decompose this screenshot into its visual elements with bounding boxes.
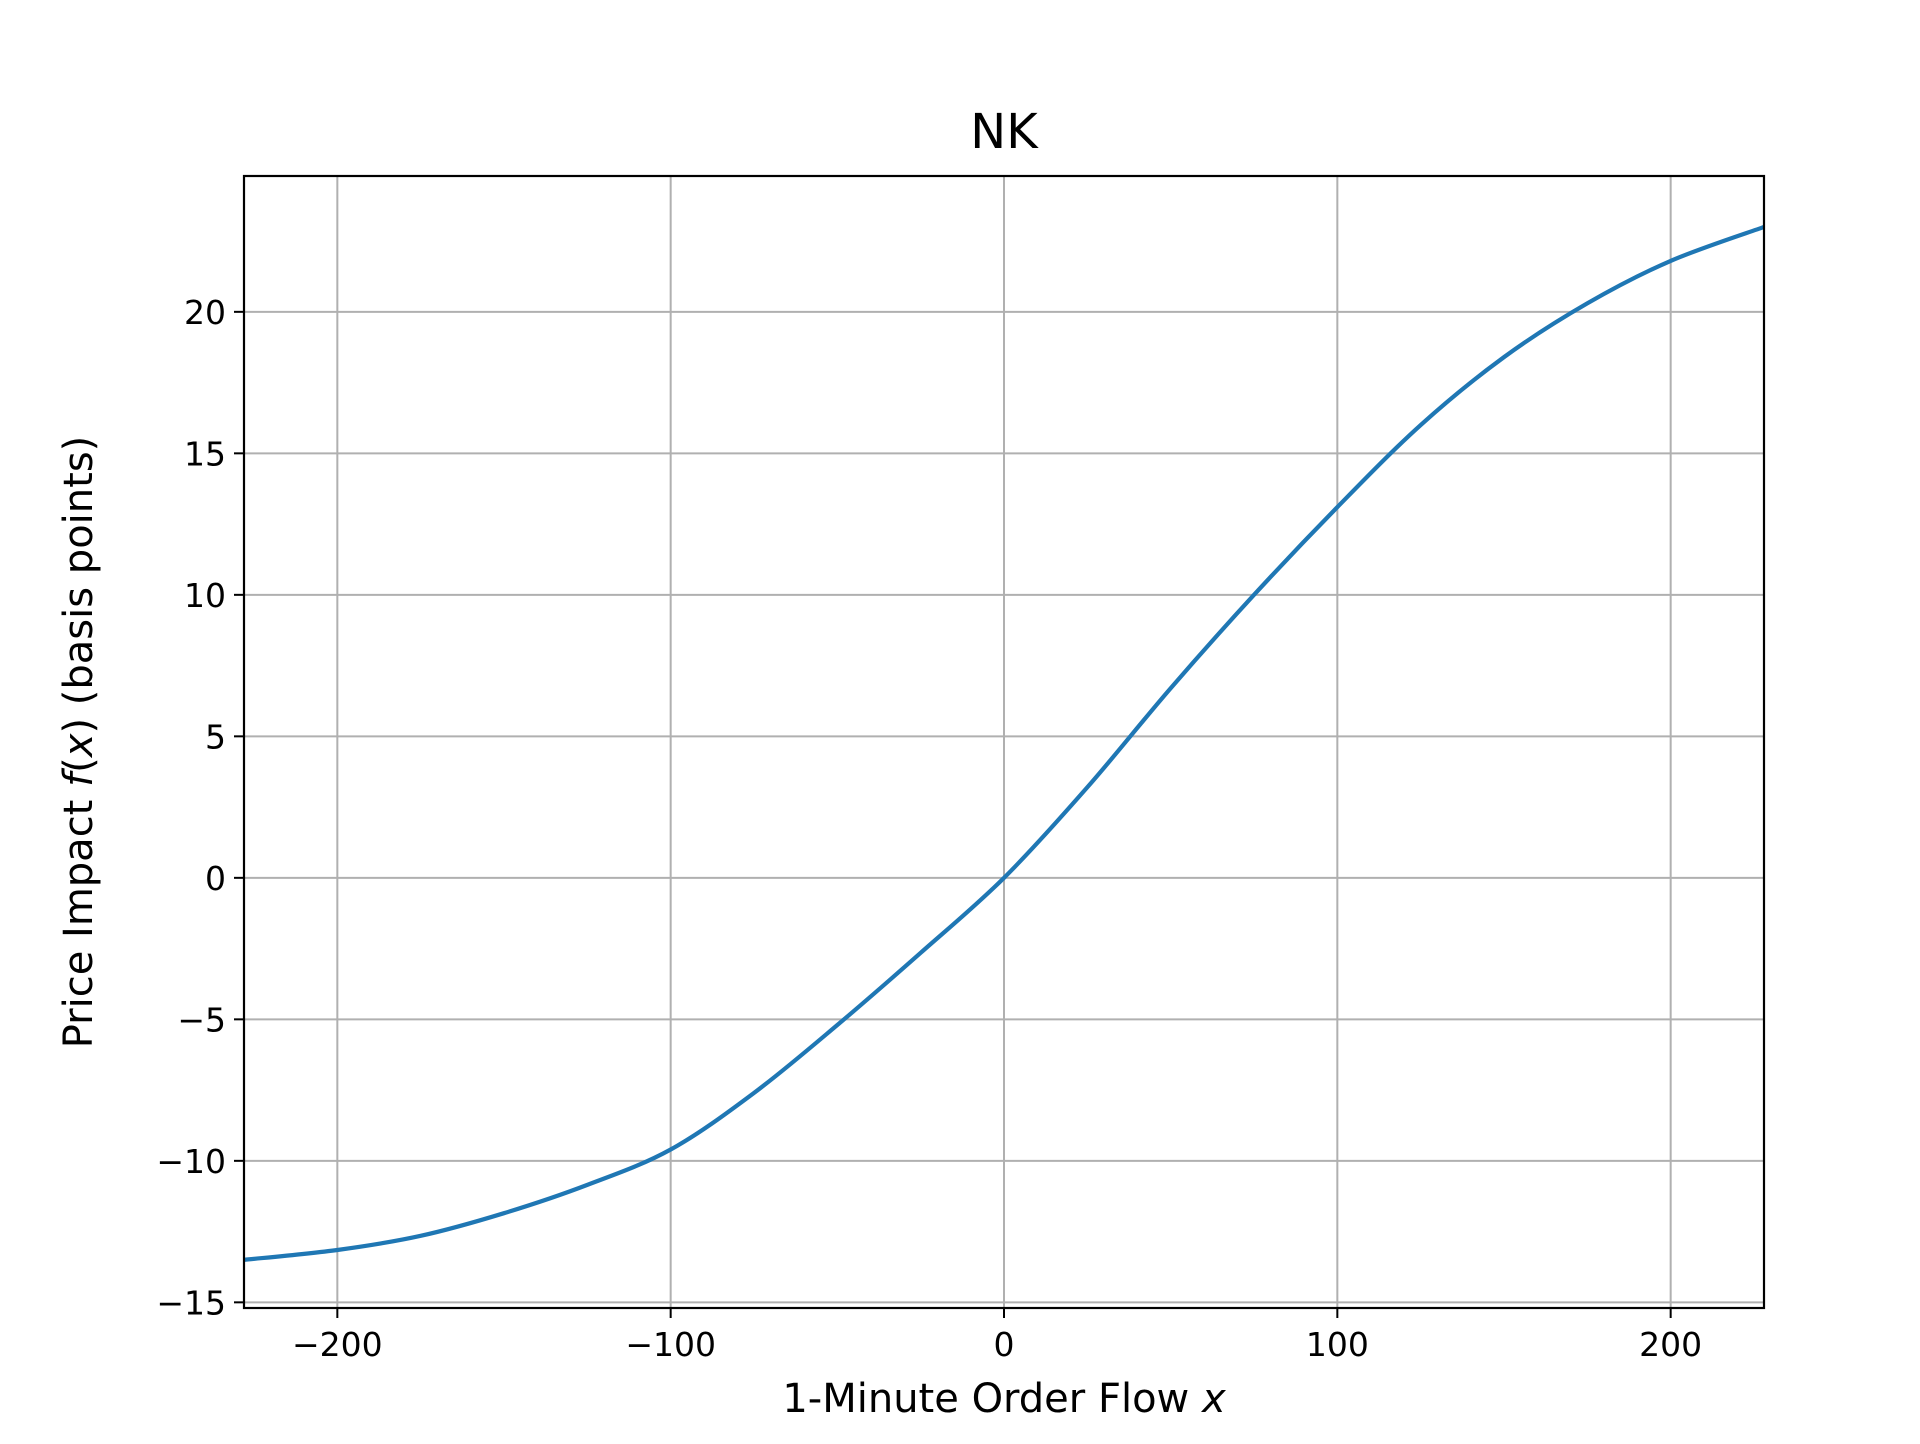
y-tick-label: 10: [184, 576, 226, 615]
x-axis-label: 1-Minute Order Flow x: [782, 1376, 1226, 1422]
x-axis-label-variable: x: [1200, 1376, 1226, 1422]
x-tick-label: −200: [292, 1325, 383, 1364]
x-axis-label-text: 1-Minute Order Flow: [782, 1376, 1202, 1422]
y-axis-label: Price Impact f(x) (basis points): [56, 436, 102, 1049]
y-tick-label: −15: [156, 1283, 226, 1322]
y-axis-label-suffix: ) (basis points): [56, 436, 102, 734]
series-line: [243, 224, 1765, 1262]
chart-title: NK: [970, 104, 1039, 160]
y-axis-label-variable: x: [56, 733, 102, 759]
y-tick-label: 20: [184, 293, 226, 332]
ticks-layer: −200 −100 0 100 200 −15 −10 −5 0 5 10 15 20: [156, 293, 1702, 1364]
y-tick-label: −5: [177, 1000, 226, 1039]
y-tick-label: 0: [205, 859, 226, 898]
y-tick-label: −10: [156, 1142, 226, 1181]
y-axis-label-open-paren: (: [56, 757, 102, 773]
grid-layer: [244, 176, 1764, 1308]
x-tick-label: 200: [1639, 1325, 1702, 1364]
y-axis-label-text: Price Impact: [56, 787, 102, 1048]
y-tick-label: 15: [184, 434, 226, 473]
x-tick-label: −100: [625, 1325, 716, 1364]
y-tick-label: 5: [205, 717, 226, 756]
x-tick-label: 0: [994, 1325, 1015, 1364]
series-layer: [243, 224, 1765, 1262]
x-tick-label: 100: [1306, 1325, 1369, 1364]
